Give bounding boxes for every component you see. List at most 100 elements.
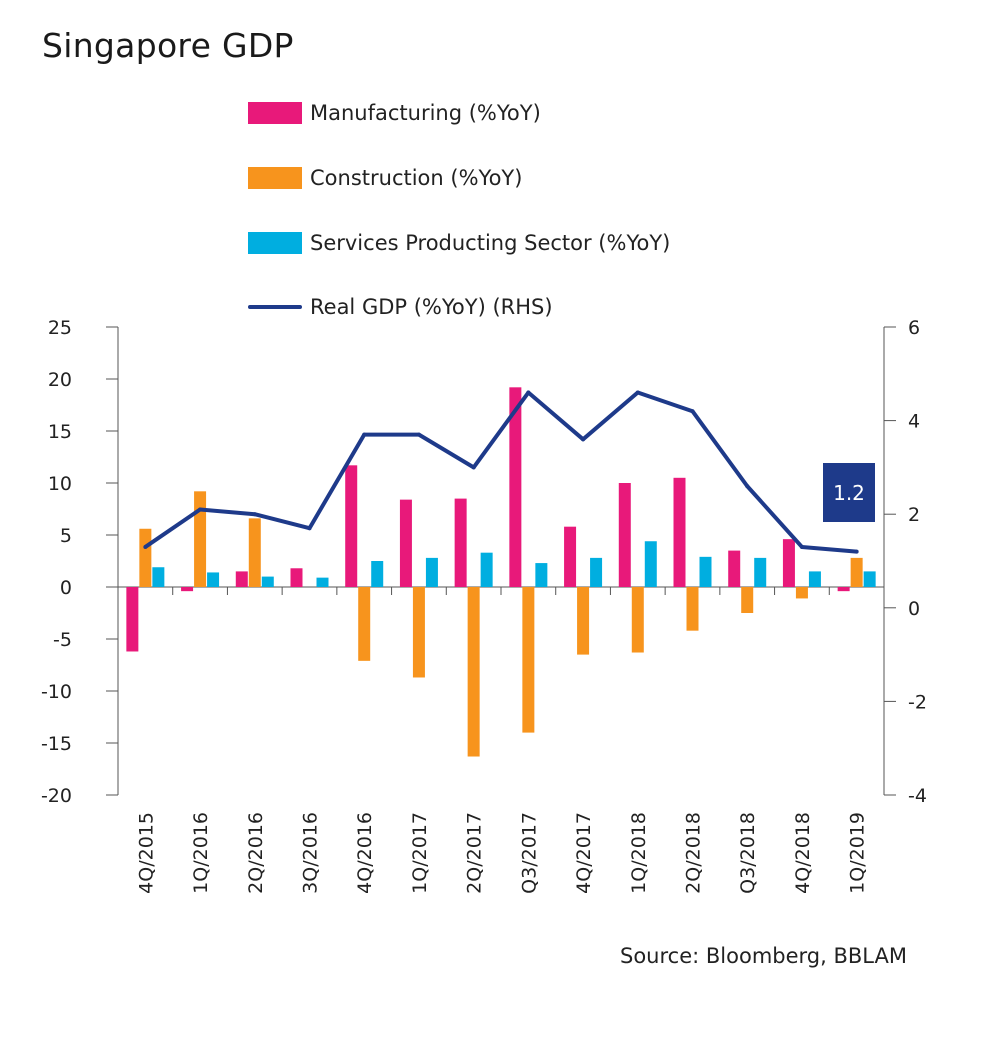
left-tick-label: 0 bbox=[60, 577, 72, 599]
chart-title: Singapore GDP bbox=[42, 26, 294, 65]
point-real-gdp bbox=[307, 526, 312, 531]
point-real-gdp bbox=[690, 409, 695, 414]
bar-manufacturing bbox=[673, 477, 686, 587]
bar-construction bbox=[467, 587, 480, 757]
bar-construction bbox=[741, 587, 754, 613]
bar-services bbox=[808, 571, 821, 587]
x-category-label: 2Q/2017 bbox=[464, 812, 486, 894]
left-tick-label: -10 bbox=[41, 681, 72, 703]
right-tick-label: -2 bbox=[908, 691, 927, 713]
x-category-label: 1Q/2018 bbox=[628, 812, 650, 894]
right-tick-label: 2 bbox=[908, 504, 920, 526]
legend-line-gdp bbox=[248, 305, 302, 309]
point-real-gdp bbox=[143, 544, 148, 549]
bar-services bbox=[535, 563, 548, 587]
bar-manufacturing bbox=[454, 498, 467, 587]
point-real-gdp bbox=[799, 544, 804, 549]
right-tick-label: 4 bbox=[908, 411, 920, 433]
legend-item-services: Services Producting Sector (%YoY) bbox=[248, 228, 670, 258]
left-tick-label: 20 bbox=[48, 369, 72, 391]
axes-layer bbox=[106, 326, 896, 796]
bar-construction bbox=[686, 587, 699, 631]
point-real-gdp bbox=[581, 437, 586, 442]
bar-manufacturing bbox=[564, 526, 577, 587]
bar-construction bbox=[577, 587, 590, 655]
left-tick-label: -15 bbox=[41, 733, 72, 755]
x-category-label: Q3/2018 bbox=[737, 812, 759, 894]
legend-label-construction: Construction (%YoY) bbox=[310, 166, 523, 190]
bar-manufacturing bbox=[290, 568, 303, 587]
bar-services bbox=[754, 557, 767, 587]
bar-construction bbox=[139, 528, 152, 587]
point-real-gdp bbox=[416, 432, 421, 437]
bar-manufacturing bbox=[126, 587, 139, 652]
bar-services bbox=[699, 556, 712, 587]
bar-construction bbox=[631, 587, 644, 653]
bar-services bbox=[863, 571, 876, 587]
bar-services bbox=[316, 577, 329, 587]
left-tick-label: 10 bbox=[48, 473, 72, 495]
legend-label-services: Services Producting Sector (%YoY) bbox=[310, 231, 671, 255]
bar-services bbox=[261, 576, 274, 587]
legend-item-construction: Construction (%YoY) bbox=[248, 163, 522, 193]
bar-manufacturing bbox=[345, 465, 358, 587]
point-real-gdp bbox=[745, 484, 750, 489]
legend-item-manufacturing: Manufacturing (%YoY) bbox=[248, 98, 541, 128]
x-category-label: Q3/2017 bbox=[518, 812, 540, 894]
x-category-label: 4Q/2016 bbox=[354, 812, 376, 894]
callout-box bbox=[823, 463, 875, 522]
bar-manufacturing bbox=[618, 483, 631, 587]
bar-construction bbox=[850, 557, 863, 587]
left-tick-label: -20 bbox=[41, 785, 72, 807]
right-tick-label: -4 bbox=[908, 785, 927, 807]
line-layer bbox=[143, 390, 859, 554]
bar-services bbox=[152, 567, 165, 587]
bar-services bbox=[590, 557, 603, 587]
legend-swatch-services bbox=[248, 232, 302, 254]
bar-construction bbox=[412, 587, 425, 678]
bars-layer bbox=[126, 387, 876, 757]
x-category-label: 2Q/2016 bbox=[245, 812, 267, 894]
legend-label-gdp: Real GDP (%YoY) (RHS) bbox=[310, 295, 553, 319]
legend-label-manufacturing: Manufacturing (%YoY) bbox=[310, 101, 541, 125]
source-note: Source: Bloomberg, BBLAM bbox=[620, 944, 907, 968]
right-tick-label: 0 bbox=[908, 598, 920, 620]
legend-swatch-construction bbox=[248, 167, 302, 189]
x-category-label: 4Q/2017 bbox=[573, 812, 595, 894]
bar-services bbox=[371, 561, 384, 587]
left-tick-label: 15 bbox=[48, 421, 72, 443]
x-category-label: 1Q/2016 bbox=[190, 812, 212, 894]
point-real-gdp bbox=[471, 465, 476, 470]
point-real-gdp bbox=[526, 390, 531, 395]
legend-item-gdp: Real GDP (%YoY) (RHS) bbox=[248, 292, 553, 322]
left-tick-label: -5 bbox=[53, 629, 72, 651]
point-real-gdp bbox=[198, 507, 203, 512]
bar-manufacturing bbox=[509, 387, 522, 587]
point-real-gdp bbox=[252, 512, 257, 517]
bar-manufacturing bbox=[235, 571, 248, 587]
x-category-label: 4Q/2015 bbox=[135, 812, 157, 894]
bar-manufacturing bbox=[782, 539, 795, 587]
bar-construction bbox=[194, 491, 207, 587]
bar-construction bbox=[358, 587, 371, 661]
legend-swatch-manufacturing bbox=[248, 102, 302, 124]
bar-construction bbox=[248, 518, 261, 587]
bar-services bbox=[480, 552, 493, 587]
point-real-gdp bbox=[635, 390, 640, 395]
left-tick-label: 25 bbox=[48, 317, 72, 339]
x-category-label: 1Q/2019 bbox=[847, 812, 869, 894]
point-real-gdp bbox=[362, 432, 367, 437]
point-real-gdp bbox=[854, 549, 859, 554]
x-category-label: 4Q/2018 bbox=[792, 812, 814, 894]
bar-services bbox=[207, 572, 220, 587]
x-category-label: 2Q/2018 bbox=[683, 812, 705, 894]
line-real-gdp bbox=[144, 390, 857, 554]
bar-services bbox=[644, 541, 657, 587]
x-category-label: 3Q/2016 bbox=[300, 812, 322, 894]
bar-manufacturing bbox=[837, 587, 850, 592]
bar-construction bbox=[522, 587, 535, 733]
bar-manufacturing bbox=[181, 587, 194, 592]
callout-value: 1.2 bbox=[833, 481, 865, 505]
